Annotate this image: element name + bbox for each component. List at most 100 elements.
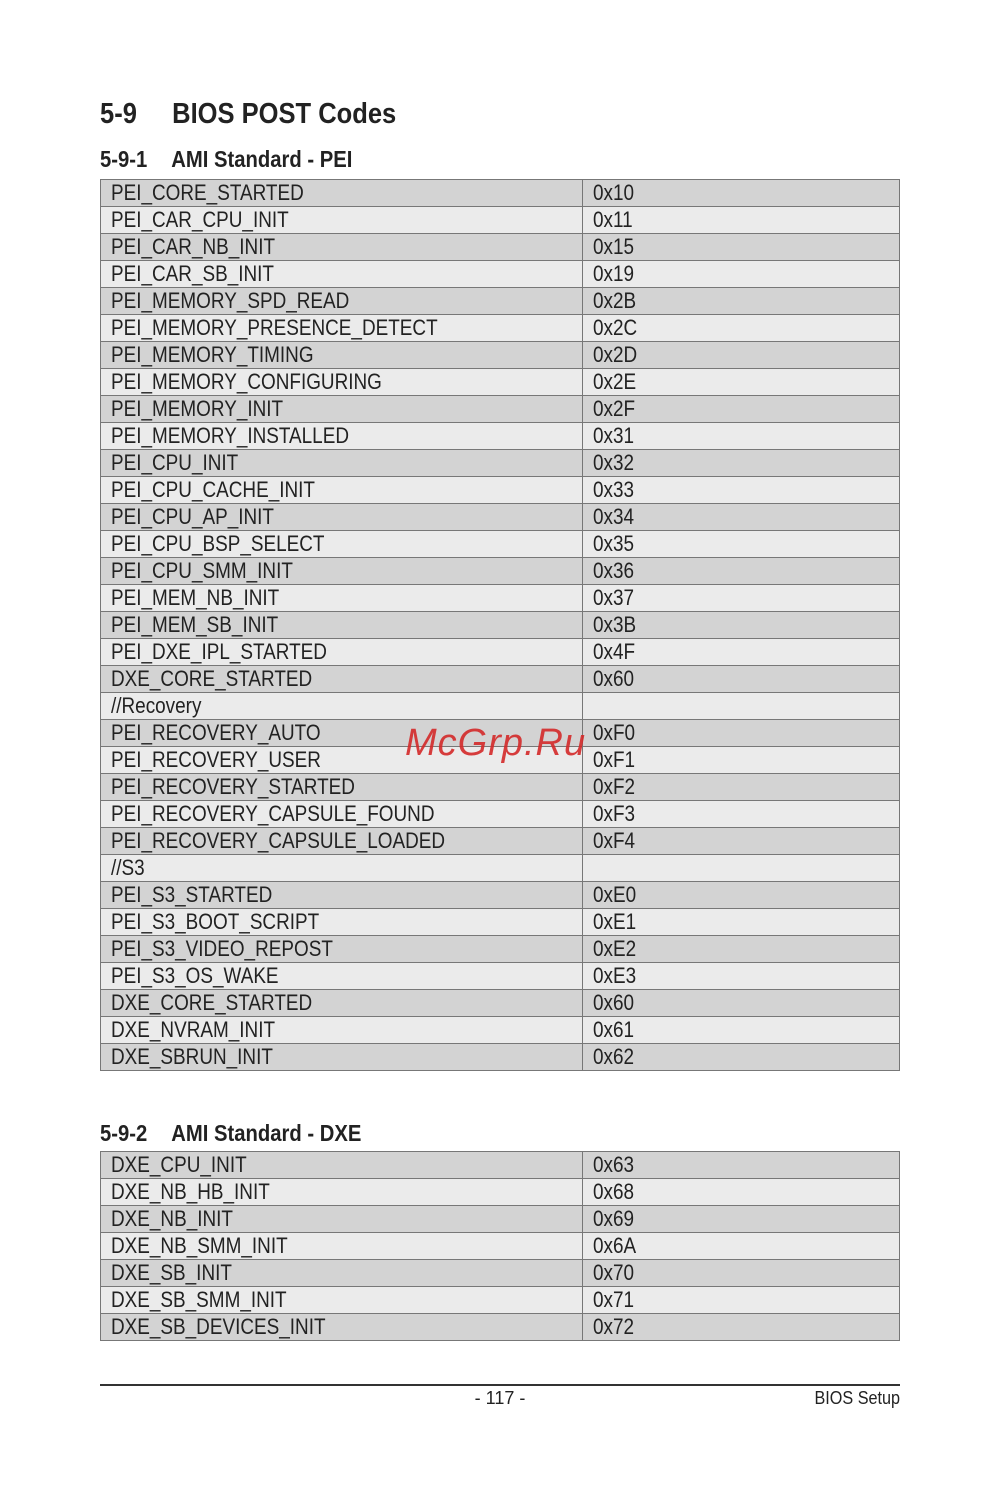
code-value: 0x60	[593, 666, 635, 691]
table-row: PEI_S3_STARTED 0xE0	[100, 881, 900, 909]
table-row: PEI_DXE_IPL_STARTED 0x4F	[100, 638, 900, 666]
code-name: PEI_MEMORY_INSTALLED	[111, 423, 349, 448]
table-row: PEI_MEMORY_INSTALLED 0x31	[100, 422, 900, 450]
code-value-cell: 0x68	[582, 1178, 900, 1206]
code-name: PEI_RECOVERY_CAPSULE_LOADED	[111, 828, 446, 853]
code-value: 0x11	[593, 207, 633, 232]
code-name-cell: PEI_CPU_BSP_SELECT	[100, 530, 583, 558]
table-row: PEI_CORE_STARTED 0x10	[100, 179, 900, 207]
table-row: PEI_RECOVERY_CAPSULE_LOADED 0xF4	[100, 827, 900, 855]
code-name-cell: DXE_CORE_STARTED	[100, 665, 583, 693]
code-name: PEI_MEMORY_PRESENCE_DETECT	[111, 315, 438, 340]
code-name: //Recovery	[111, 693, 202, 718]
table-row: DXE_SB_DEVICES_INIT 0x72	[100, 1313, 900, 1341]
code-name: PEI_MEM_SB_INIT	[111, 612, 279, 637]
code-value-cell: 0x31	[582, 422, 900, 450]
code-name-cell: DXE_NVRAM_INIT	[100, 1016, 583, 1044]
code-value-cell: 0x32	[582, 449, 900, 477]
code-name-cell: //S3	[100, 854, 583, 882]
code-name-cell: PEI_MEMORY_INSTALLED	[100, 422, 583, 450]
code-value: 0x35	[593, 531, 635, 556]
code-value-cell	[582, 854, 900, 882]
code-value-cell: 0xF3	[582, 800, 900, 828]
code-name: DXE_NB_SMM_INIT	[111, 1233, 288, 1258]
code-value: 0x61	[593, 1017, 635, 1042]
table-row: DXE_NB_HB_INIT 0x68	[100, 1178, 900, 1206]
code-value-cell: 0x11	[582, 206, 900, 234]
code-name-cell: PEI_RECOVERY_STARTED	[100, 773, 583, 801]
code-name-cell: DXE_SB_SMM_INIT	[100, 1286, 583, 1314]
code-name-cell: DXE_CORE_STARTED	[100, 989, 583, 1017]
code-value: 0xE3	[593, 963, 637, 988]
code-value-cell: 0x60	[582, 989, 900, 1017]
code-name-cell: PEI_MEM_NB_INIT	[100, 584, 583, 612]
code-value-cell: 0xE2	[582, 935, 900, 963]
table-row: PEI_CAR_SB_INIT 0x19	[100, 260, 900, 288]
watermark-logo: McGrp.Ru	[405, 722, 587, 764]
table-row: DXE_CPU_INIT 0x63	[100, 1151, 900, 1179]
code-value-cell: 0x10	[582, 179, 900, 207]
table-row: PEI_CPU_SMM_INIT 0x36	[100, 557, 900, 585]
table-row: PEI_MEM_NB_INIT 0x37	[100, 584, 900, 612]
code-value-cell: 0x6A	[582, 1232, 900, 1260]
code-name-cell: PEI_S3_STARTED	[100, 881, 583, 909]
table-row: PEI_RECOVERY_AUTO 0xF0	[100, 719, 900, 747]
code-value: 0x2F	[593, 396, 636, 421]
code-name-cell: PEI_S3_BOOT_SCRIPT	[100, 908, 583, 936]
table-row: PEI_CPU_AP_INIT 0x34	[100, 503, 900, 531]
code-value: 0x2E	[593, 369, 637, 394]
code-name: //S3	[111, 855, 145, 880]
code-value-cell: 0xE0	[582, 881, 900, 909]
page-number: - 117 -	[474, 1388, 526, 1408]
code-name: DXE_SB_DEVICES_INIT	[111, 1314, 326, 1339]
dxe-post-codes-table: DXE_CPU_INIT 0x63 DXE_NB_HB_INIT 0x68 DXE_NB…	[100, 1151, 900, 1341]
code-name-cell: PEI_MEMORY_CONFIGURING	[100, 368, 583, 396]
code-name: PEI_CPU_AP_INIT	[111, 504, 274, 529]
code-name-cell: DXE_SBRUN_INIT	[100, 1043, 583, 1071]
code-value: 0x19	[593, 261, 635, 286]
subsection-number: 5-9-1	[100, 146, 148, 172]
code-name-cell: DXE_CPU_INIT	[100, 1151, 583, 1179]
code-value-cell: 0x2E	[582, 368, 900, 396]
table-row: DXE_NVRAM_INIT 0x61	[100, 1016, 900, 1044]
code-value-cell: 0x15	[582, 233, 900, 261]
code-value-cell: 0xE1	[582, 908, 900, 936]
code-name-cell: PEI_DXE_IPL_STARTED	[100, 638, 583, 666]
table-row: DXE_NB_SMM_INIT 0x6A	[100, 1232, 900, 1260]
code-value-cell: 0x72	[582, 1313, 900, 1341]
code-name: PEI_RECOVERY_CAPSULE_FOUND	[111, 801, 435, 826]
code-value: 0x4F	[593, 639, 636, 664]
code-name: PEI_MEMORY_CONFIGURING	[111, 369, 382, 394]
table-row: PEI_MEMORY_SPD_READ 0x2B	[100, 287, 900, 315]
code-name-cell: PEI_RECOVERY_AUTO	[100, 719, 583, 747]
code-name-cell: PEI_CPU_INIT	[100, 449, 583, 477]
code-name-cell: PEI_CPU_AP_INIT	[100, 503, 583, 531]
code-value-cell: 0x61	[582, 1016, 900, 1044]
code-value: 0xF3	[593, 801, 636, 826]
code-value: 0x3B	[593, 612, 637, 637]
subsection-heading-dxe: 5-9-2 AMI Standard - DXE	[100, 1120, 361, 1147]
code-name-cell: PEI_MEMORY_PRESENCE_DETECT	[100, 314, 583, 342]
code-value: 0x71	[593, 1287, 635, 1312]
code-value: 0xF4	[593, 828, 636, 853]
code-name: PEI_MEMORY_INIT	[111, 396, 284, 421]
code-value-cell: 0x71	[582, 1286, 900, 1314]
table-row: PEI_S3_OS_WAKE 0xE3	[100, 962, 900, 990]
code-name-cell: PEI_CAR_CPU_INIT	[100, 206, 583, 234]
code-value-cell: 0x2F	[582, 395, 900, 423]
code-value-cell: 0xE3	[582, 962, 900, 990]
code-name: PEI_CPU_SMM_INIT	[111, 558, 293, 583]
code-name: PEI_MEMORY_SPD_READ	[111, 288, 350, 313]
code-value: 0x36	[593, 558, 635, 583]
code-name-cell: PEI_MEMORY_INIT	[100, 395, 583, 423]
code-value-cell: 0x4F	[582, 638, 900, 666]
code-value: 0x31	[593, 423, 635, 448]
code-name-cell: PEI_CORE_STARTED	[100, 179, 583, 207]
code-value-cell: 0xF0	[582, 719, 900, 747]
code-value: 0x34	[593, 504, 635, 529]
code-value-cell: 0x69	[582, 1205, 900, 1233]
table-row: PEI_CPU_BSP_SELECT 0x35	[100, 530, 900, 558]
pei-post-codes-table: PEI_CORE_STARTED 0x10 PEI_CAR_CPU_INIT 0x11…	[100, 179, 900, 1071]
table-row: PEI_MEMORY_TIMING 0x2D	[100, 341, 900, 369]
code-name: DXE_CPU_INIT	[111, 1152, 247, 1177]
